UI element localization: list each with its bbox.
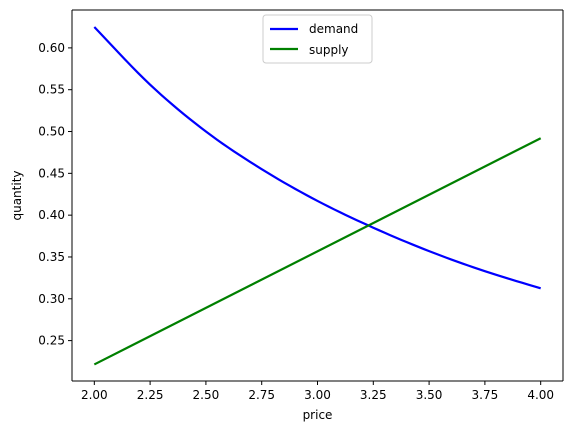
plot-area xyxy=(72,10,563,381)
y-tick-label: 0.55 xyxy=(38,83,65,97)
x-tick-label: 3.25 xyxy=(360,388,387,402)
axes-frame xyxy=(71,9,564,382)
x-axis-label: price xyxy=(303,408,333,422)
y-axis-ticks: 0.25 0.30 0.35 0.40 0.45 0.50 0.55 0.60 xyxy=(38,41,72,348)
series-line-demand xyxy=(93,26,541,290)
x-tick-label: 3.75 xyxy=(472,388,499,402)
x-axis-ticks: 2.00 2.25 2.50 2.75 3.00 3.25 3.50 3.75 4.00 xyxy=(81,381,554,402)
x-tick-label: 2.25 xyxy=(137,388,164,402)
y-tick-label: 0.25 xyxy=(38,334,65,348)
legend-label-demand: demand xyxy=(309,22,358,36)
legend-label-supply: supply xyxy=(309,43,349,57)
series-line-supply xyxy=(93,137,542,366)
y-tick-label: 0.35 xyxy=(38,250,65,264)
series-layer xyxy=(93,26,542,366)
x-tick-label: 2.75 xyxy=(248,388,275,402)
y-tick-label: 0.30 xyxy=(38,292,65,306)
x-tick-label: 4.00 xyxy=(527,388,554,402)
x-tick-label: 2.50 xyxy=(193,388,220,402)
y-tick-label: 0.50 xyxy=(38,125,65,139)
y-tick-label: 0.40 xyxy=(38,208,65,222)
legend-box xyxy=(262,14,373,64)
y-tick-label: 0.45 xyxy=(38,166,65,180)
y-axis-label: quantity xyxy=(10,170,24,220)
x-tick-label: 3.00 xyxy=(304,388,331,402)
x-tick-label: 2.00 xyxy=(81,388,108,402)
legend: demand supply xyxy=(262,14,373,64)
y-tick-label: 0.60 xyxy=(38,41,65,55)
x-tick-label: 3.50 xyxy=(416,388,443,402)
